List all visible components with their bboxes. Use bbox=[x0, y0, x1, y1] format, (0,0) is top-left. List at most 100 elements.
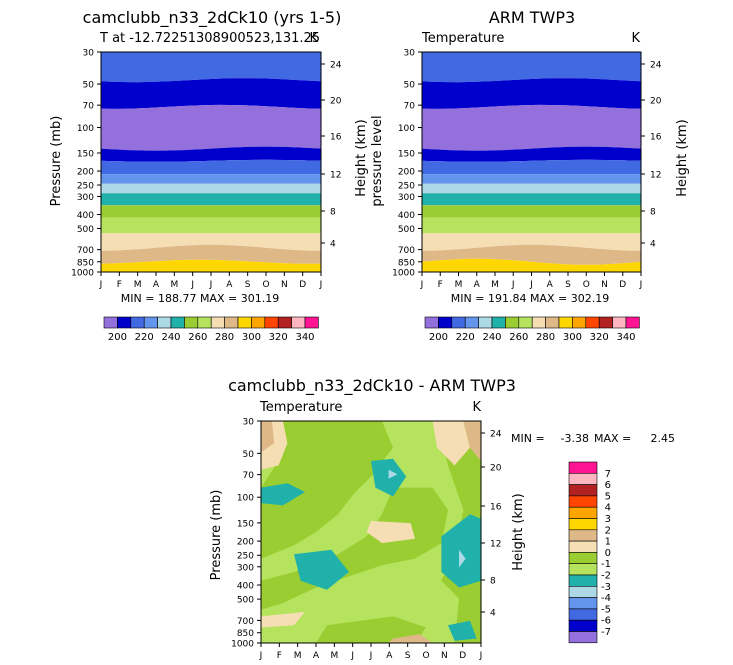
panel-obs-rtick-label: 8 bbox=[650, 208, 656, 218]
panel-obs-ytick-label: 150 bbox=[398, 149, 415, 159]
diff-region-pos1 bbox=[388, 634, 433, 643]
colorbar-obs-swatch bbox=[612, 316, 627, 329]
colorbar-obs-label: 280 bbox=[536, 332, 555, 343]
colorbar-diff-label: 5 bbox=[605, 491, 611, 502]
panel-obs-band bbox=[422, 193, 641, 206]
panel-model-xtick-label: S bbox=[245, 280, 251, 290]
colorbar-obs-swatch bbox=[505, 316, 520, 329]
panel-obs-rtick-label: 24 bbox=[650, 61, 662, 71]
panel-obs-band bbox=[422, 244, 641, 265]
panel-model-xtick-label: A bbox=[153, 280, 160, 290]
panel-diff-xtick-label: J bbox=[479, 651, 483, 661]
colorbar-obs-swatch bbox=[531, 316, 546, 329]
panel-diff-rtick-label: 4 bbox=[490, 609, 496, 619]
panel-model-band bbox=[101, 183, 321, 194]
colorbar-model: 200 220 240 260 280 300 320 340 bbox=[103, 316, 319, 343]
panel-diff-xtick-label: D bbox=[459, 651, 466, 661]
panel-obs-ytick-label: 700 bbox=[398, 246, 415, 256]
panel-model: camclubb_n33_2dCk10 (yrs 1-5) T at -12.7… bbox=[49, 8, 369, 305]
colorbar-diff-swatch bbox=[568, 518, 598, 531]
colorbar-diff-swatch bbox=[568, 506, 598, 519]
panel-diff-ytick-label: 50 bbox=[243, 450, 255, 460]
panel-model-band bbox=[101, 159, 321, 175]
colorbar-model-label: 340 bbox=[295, 332, 314, 343]
colorbar-diff-swatch bbox=[568, 574, 598, 587]
diff-region-pos1 bbox=[463, 421, 481, 461]
panel-model-ytick-label: 200 bbox=[77, 168, 94, 178]
colorbar-model-label: 240 bbox=[161, 332, 180, 343]
colorbar-obs-swatch bbox=[545, 316, 560, 329]
panel-obs-ytick-label: 400 bbox=[398, 211, 415, 221]
panel-model-xtick-label: J bbox=[190, 280, 194, 290]
colorbar-obs-label: 260 bbox=[509, 332, 528, 343]
panel-obs-rtick-label: 20 bbox=[650, 97, 662, 107]
panel-obs-rtick-label: 16 bbox=[650, 133, 662, 143]
colorbar-diff-label: 1 bbox=[605, 537, 611, 548]
colorbar-obs-swatch bbox=[572, 316, 587, 329]
colorbar-obs-swatch bbox=[438, 316, 453, 329]
panel-diff-ytick-label: 700 bbox=[237, 617, 254, 627]
panel-obs-ytick-label: 100 bbox=[398, 124, 415, 134]
panel-diff-ytick-label: 200 bbox=[237, 538, 254, 548]
panel-diff-rtick-label: 8 bbox=[490, 577, 496, 587]
panel-diff-xtick-label: M bbox=[294, 651, 302, 661]
panel-model-ytick-label: 150 bbox=[77, 149, 94, 159]
colorbar-diff-label: 2 bbox=[605, 525, 611, 536]
panel-diff-min-label: MIN = bbox=[511, 432, 545, 445]
panel-diff: camclubb_n33_2dCk10 - ARM TWP3 Temperatu… bbox=[209, 376, 675, 661]
panel-model-band bbox=[101, 259, 321, 272]
panel-diff-ytick-label: 30 bbox=[243, 418, 255, 428]
panel-obs-band bbox=[422, 52, 641, 83]
panel-obs-unit: K bbox=[631, 31, 640, 46]
panel-obs-xtick-label: J bbox=[420, 280, 424, 290]
panel-obs-ytick-label: 300 bbox=[398, 193, 415, 203]
panel-obs-xtick-label: O bbox=[583, 280, 590, 290]
diff-region-pos0 bbox=[432, 421, 470, 466]
diff-region-pos0 bbox=[261, 611, 305, 628]
panel-model-band bbox=[101, 193, 321, 206]
diff-region-pos1 bbox=[261, 421, 275, 453]
panel-model-ylabel: Pressure (mb) bbox=[49, 116, 64, 207]
colorbar-model-swatch bbox=[210, 316, 225, 329]
diff-region-neg1 bbox=[316, 616, 426, 643]
panel-obs-band bbox=[422, 159, 641, 175]
diff-region-neg4 bbox=[459, 549, 466, 568]
panel-model-ytick-label: 30 bbox=[83, 49, 95, 59]
panel-diff-xtick-label: A bbox=[386, 651, 393, 661]
panel-obs-ytick-label: 30 bbox=[404, 49, 416, 59]
colorbar-model-swatch bbox=[264, 316, 279, 329]
panel-obs-xtick-label: M bbox=[455, 280, 463, 290]
panel-diff-ytick-label: 400 bbox=[237, 581, 254, 591]
panel-diff-ytick-label: 150 bbox=[237, 519, 254, 529]
panel-model-ytick-label: 300 bbox=[77, 193, 94, 203]
colorbar-model-label: 260 bbox=[188, 332, 207, 343]
colorbar-obs-label: 240 bbox=[482, 332, 501, 343]
panel-model-rtick-label: 16 bbox=[330, 133, 342, 143]
panel-model-xtick-label: A bbox=[226, 280, 233, 290]
colorbar-model-swatch bbox=[103, 316, 118, 329]
panel-diff-ytick-label: 850 bbox=[237, 629, 254, 639]
colorbar-obs-label: 200 bbox=[429, 332, 448, 343]
panel-obs-xtick-label: S bbox=[565, 280, 571, 290]
panel-obs-stats: MIN = 191.84 MAX = 302.19 bbox=[451, 292, 609, 305]
colorbar-obs-swatch bbox=[558, 316, 573, 329]
panel-model-band bbox=[101, 244, 321, 264]
panel-model-ytick-label: 400 bbox=[77, 211, 94, 221]
colorbar-diff-label: 7 bbox=[605, 469, 611, 480]
panel-model-ytick-label: 1000 bbox=[71, 269, 94, 279]
panel-obs-xtick-label: A bbox=[474, 280, 481, 290]
panel-diff-xtick-label: S bbox=[405, 651, 411, 661]
colorbar-diff-swatch bbox=[568, 552, 598, 565]
panel-model-band bbox=[101, 78, 321, 109]
panel-obs-band bbox=[422, 258, 641, 272]
panel-diff-title: camclubb_n33_2dCk10 - ARM TWP3 bbox=[228, 376, 516, 396]
panel-diff-ytick-label: 1000 bbox=[231, 640, 254, 650]
colorbar-diff-label: 6 bbox=[605, 480, 611, 491]
colorbar-obs-swatch bbox=[451, 316, 466, 329]
colorbar-obs-swatch bbox=[478, 316, 493, 329]
panel-model-ytick-label: 50 bbox=[83, 81, 95, 91]
panel-model-band bbox=[101, 174, 321, 184]
panel-obs-xtick-label: A bbox=[547, 280, 554, 290]
panel-model-ytick-label: 700 bbox=[77, 246, 94, 256]
